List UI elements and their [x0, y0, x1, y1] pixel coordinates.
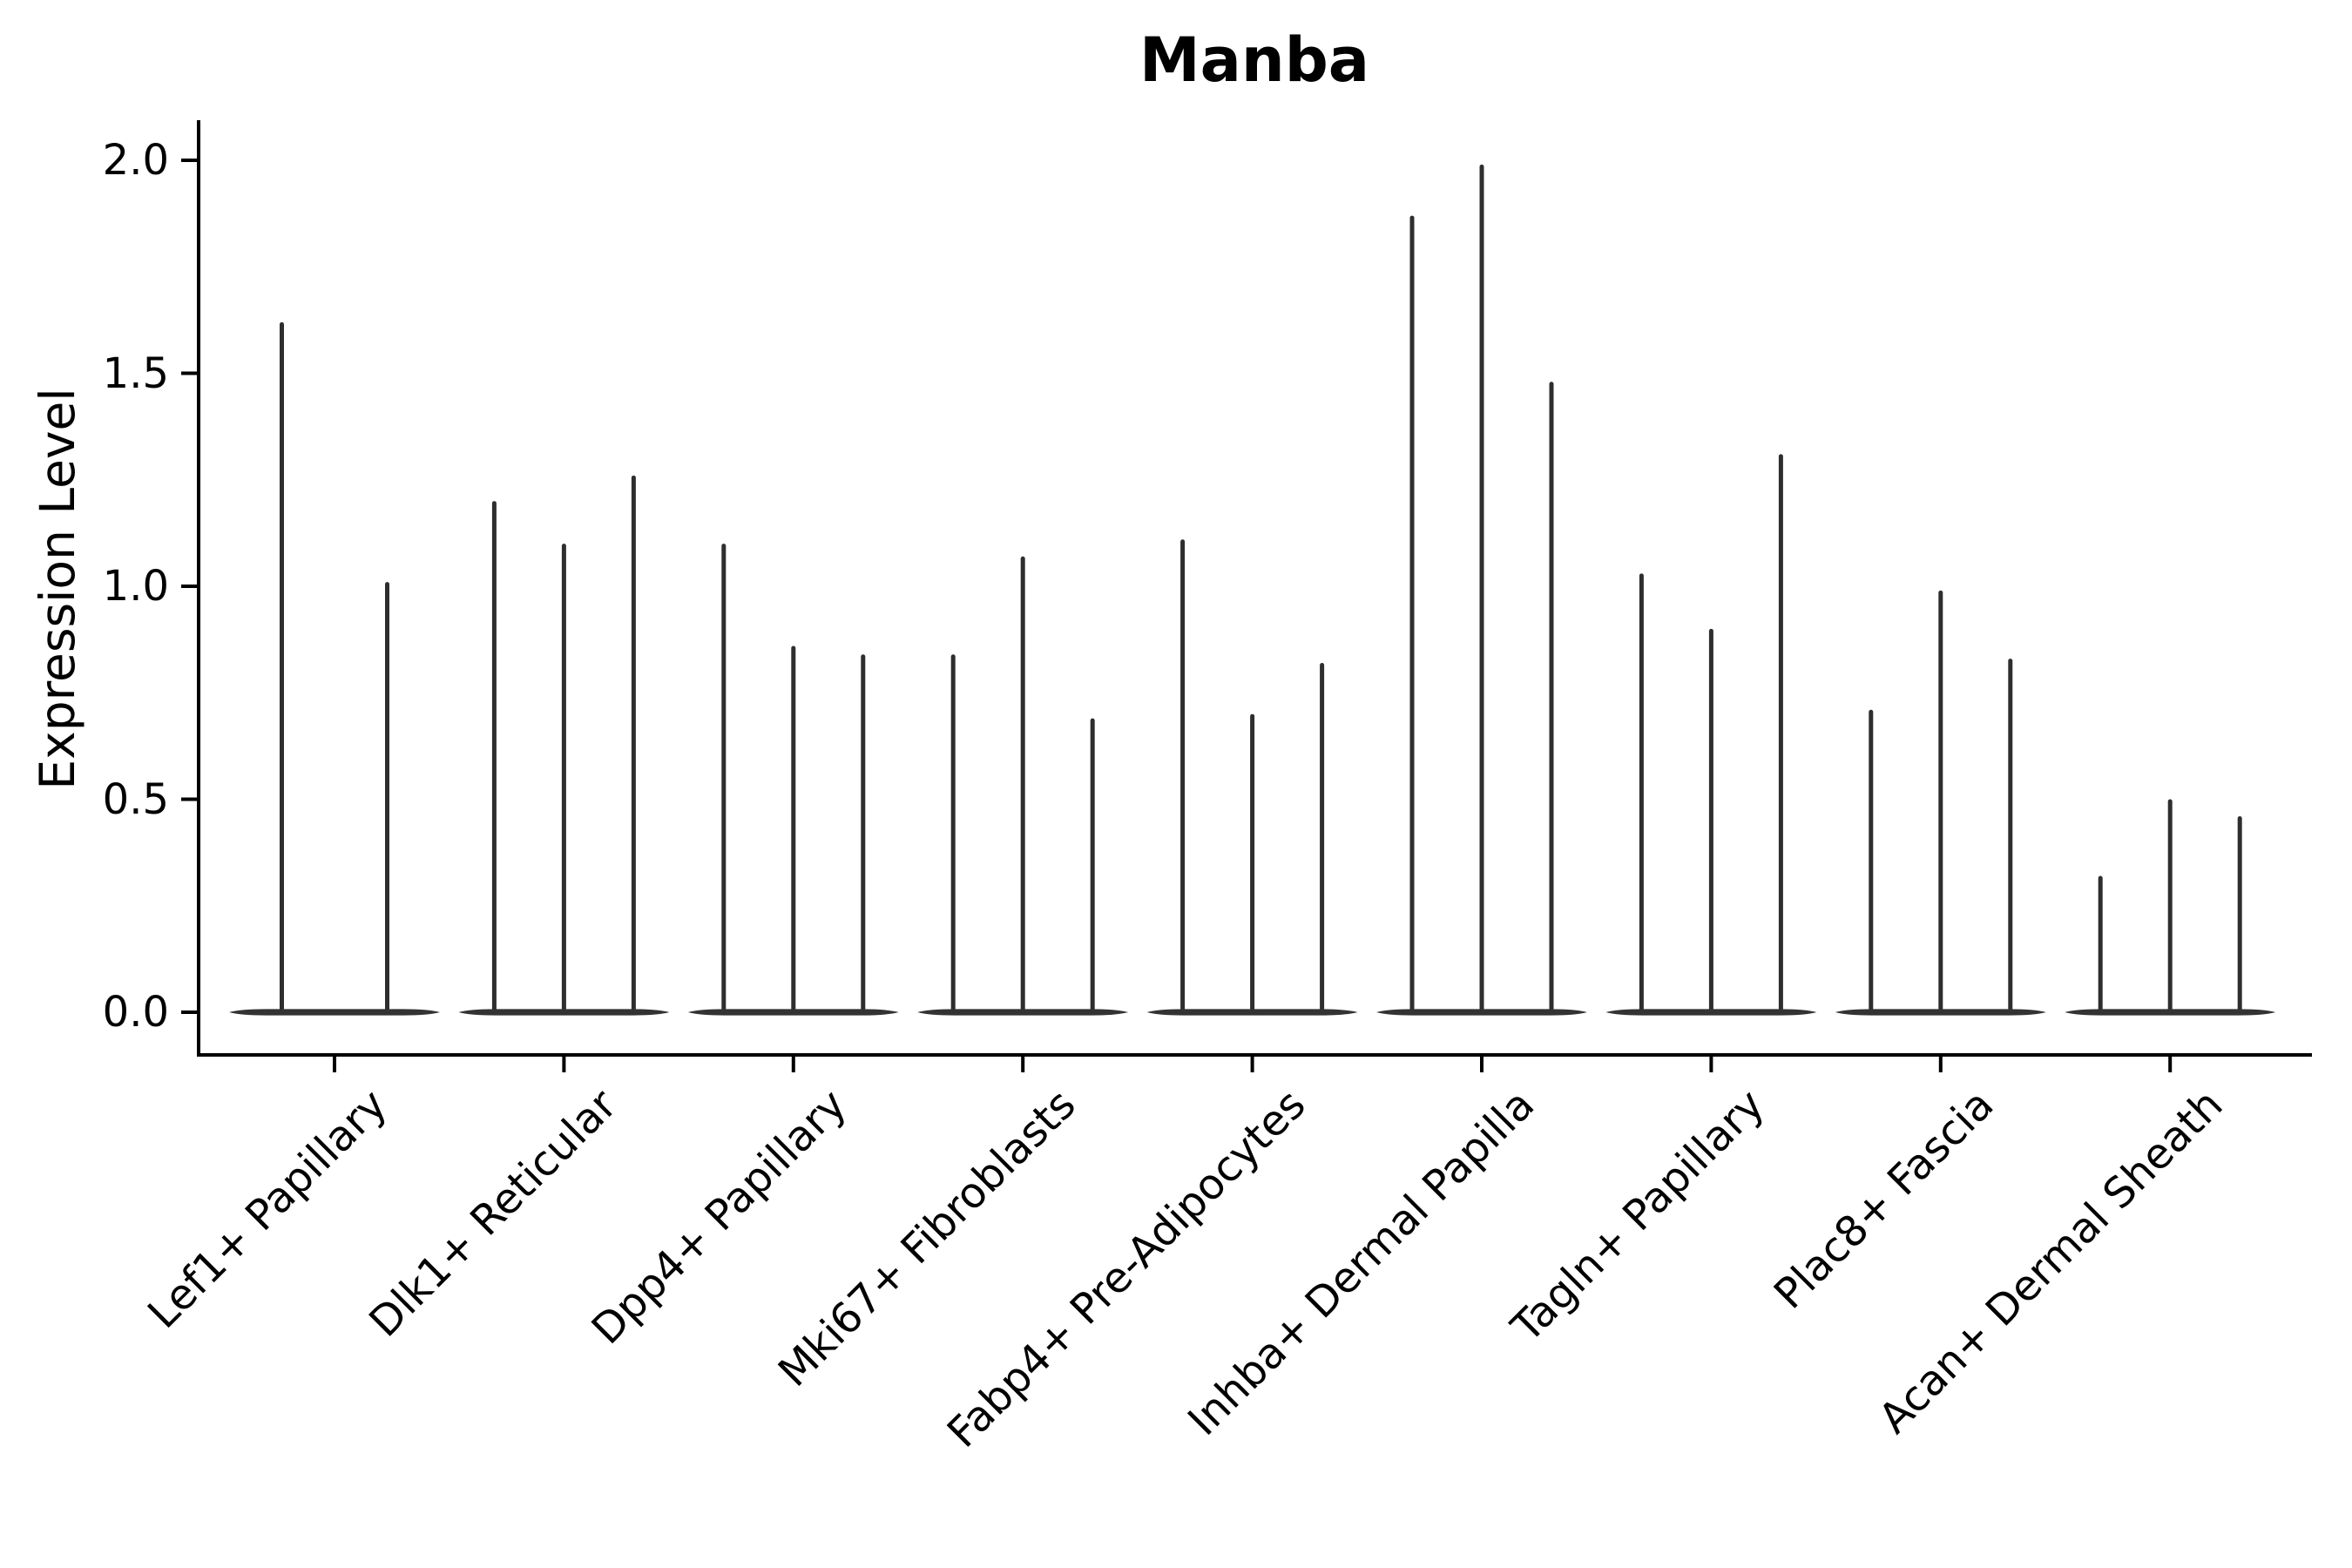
violin-spike — [950, 654, 956, 1014]
violin-spike — [631, 475, 636, 1014]
y-tick — [181, 585, 197, 588]
x-tick — [1021, 1057, 1025, 1072]
violin-spike — [1938, 590, 1943, 1014]
violin-zero-body — [1376, 1009, 1587, 1016]
violin-spike — [1549, 382, 1554, 1014]
violin-spike — [1869, 709, 1874, 1014]
violin-spike — [721, 544, 727, 1014]
x-tick — [562, 1057, 566, 1072]
violin-spike — [280, 321, 284, 1014]
violin-spike — [2098, 875, 2103, 1014]
violin-spike — [2008, 659, 2013, 1014]
violin-spike — [861, 654, 866, 1014]
violin-spike — [1409, 215, 1415, 1014]
violin-zero-body — [687, 1009, 899, 1016]
y-tick-label: 0.5 — [102, 774, 169, 824]
violin-zero-body — [1146, 1009, 1358, 1016]
x-tick — [791, 1057, 795, 1072]
violin-zero-body — [229, 1009, 440, 1016]
violin-zero-body — [917, 1009, 1129, 1016]
violin-spike — [561, 544, 566, 1014]
x-axis-spine — [197, 1053, 2312, 1057]
violin-spike — [1479, 164, 1484, 1014]
y-tick — [181, 159, 197, 162]
violin-spike — [2167, 799, 2173, 1014]
y-tick-label: 1.5 — [102, 348, 169, 398]
violin-spike — [791, 645, 796, 1014]
y-tick-label: 2.0 — [102, 136, 169, 185]
violin-zero-body — [458, 1009, 670, 1016]
x-tick — [1709, 1057, 1713, 1072]
violin-spike — [1320, 663, 1325, 1014]
violin-spike — [1090, 718, 1095, 1014]
violin-spike — [1639, 573, 1644, 1014]
violin-zero-body — [2065, 1009, 2276, 1016]
violin-spike — [1180, 539, 1186, 1014]
violin-zero-body — [1835, 1009, 2046, 1016]
violin-zero-body — [1605, 1009, 1817, 1016]
x-tick — [1250, 1057, 1254, 1072]
violin-spike — [1250, 713, 1255, 1014]
x-tick — [1480, 1057, 1484, 1072]
violin-spike — [2237, 816, 2242, 1014]
violin-spike — [385, 582, 389, 1014]
violin-spike — [1778, 454, 1783, 1014]
y-tick-label: 1.0 — [102, 562, 169, 611]
x-tick — [2168, 1057, 2173, 1072]
y-tick — [181, 797, 197, 801]
chart-title: Manba — [1139, 24, 1370, 96]
y-tick — [181, 1010, 197, 1014]
x-tick — [1938, 1057, 1943, 1072]
y-axis-spine — [197, 120, 200, 1057]
violin-spike — [491, 501, 497, 1014]
y-tick — [181, 371, 197, 375]
violin-spike — [1708, 628, 1713, 1014]
violin-spike — [1020, 556, 1025, 1014]
y-tick-label: 0.0 — [102, 988, 169, 1037]
x-tick — [333, 1057, 336, 1072]
